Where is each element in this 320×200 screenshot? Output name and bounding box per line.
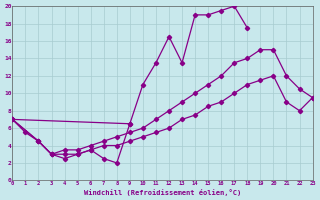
X-axis label: Windchill (Refroidissement éolien,°C): Windchill (Refroidissement éolien,°C) — [84, 189, 241, 196]
